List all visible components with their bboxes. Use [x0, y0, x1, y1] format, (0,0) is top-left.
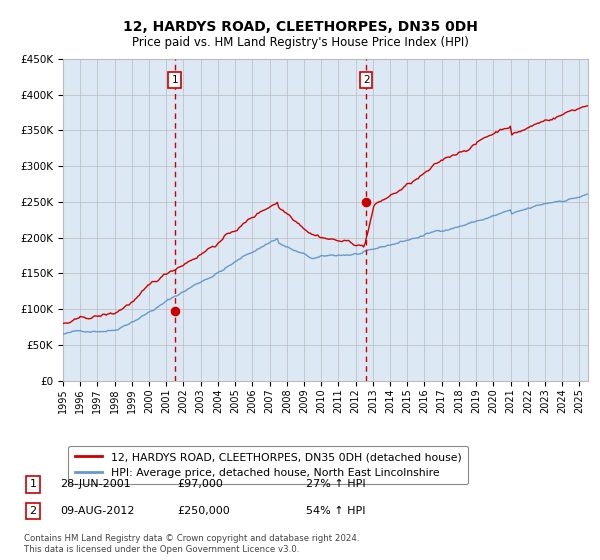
Text: Contains HM Land Registry data © Crown copyright and database right 2024.: Contains HM Land Registry data © Crown c…	[24, 534, 359, 543]
Text: 12, HARDYS ROAD, CLEETHORPES, DN35 0DH: 12, HARDYS ROAD, CLEETHORPES, DN35 0DH	[122, 20, 478, 34]
Text: 2: 2	[363, 74, 370, 85]
Text: 09-AUG-2012: 09-AUG-2012	[60, 506, 134, 516]
Point	[361, 198, 371, 207]
Text: 28-JUN-2001: 28-JUN-2001	[60, 479, 131, 489]
Point	[170, 307, 179, 316]
Text: 27% ↑ HPI: 27% ↑ HPI	[306, 479, 365, 489]
Text: 1: 1	[172, 74, 178, 85]
Text: Price paid vs. HM Land Registry's House Price Index (HPI): Price paid vs. HM Land Registry's House …	[131, 36, 469, 49]
Text: 2: 2	[29, 506, 37, 516]
Text: 54% ↑ HPI: 54% ↑ HPI	[306, 506, 365, 516]
Legend: 12, HARDYS ROAD, CLEETHORPES, DN35 0DH (detached house), HPI: Average price, det: 12, HARDYS ROAD, CLEETHORPES, DN35 0DH (…	[68, 446, 468, 484]
Text: This data is licensed under the Open Government Licence v3.0.: This data is licensed under the Open Gov…	[24, 545, 299, 554]
Text: 1: 1	[29, 479, 37, 489]
Text: £250,000: £250,000	[177, 506, 230, 516]
Text: £97,000: £97,000	[177, 479, 223, 489]
